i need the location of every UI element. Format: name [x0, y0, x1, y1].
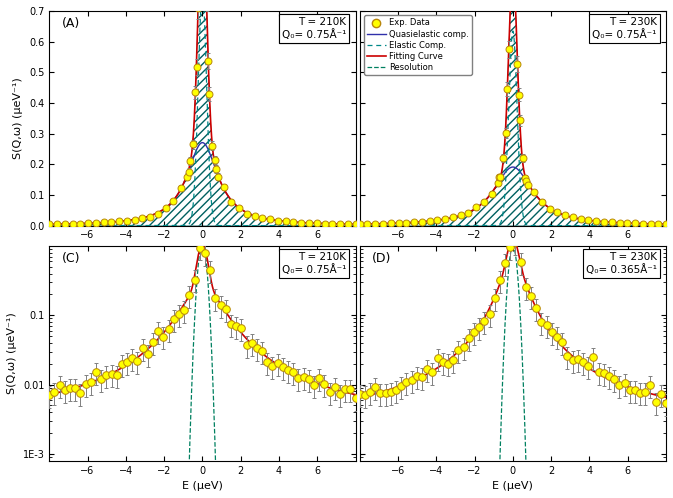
Text: T = 230K
Q₀= 0.75Å⁻¹: T = 230K Q₀= 0.75Å⁻¹ — [592, 17, 657, 40]
X-axis label: E (μeV): E (μeV) — [493, 481, 533, 491]
Text: T = 210K
Q₀= 0.75Å⁻¹: T = 210K Q₀= 0.75Å⁻¹ — [282, 252, 347, 275]
Text: (D): (D) — [372, 252, 392, 265]
Legend: Exp. Data, Quasielastic comp., Elastic Comp., Fitting Curve, Resolution: Exp. Data, Quasielastic comp., Elastic C… — [364, 15, 472, 75]
Text: T = 210K
Q₀= 0.75Å⁻¹: T = 210K Q₀= 0.75Å⁻¹ — [282, 17, 347, 40]
Text: (C): (C) — [61, 252, 80, 265]
Text: (B): (B) — [372, 17, 390, 30]
Text: T = 210K
Q₀= 0.75Å⁻¹: T = 210K Q₀= 0.75Å⁻¹ — [282, 17, 347, 40]
X-axis label: E (μeV): E (μeV) — [182, 481, 223, 491]
Y-axis label: S(Q,ω) (μeV⁻¹): S(Q,ω) (μeV⁻¹) — [13, 77, 24, 159]
Text: T = 230K
Q₀= 0.365Å⁻¹: T = 230K Q₀= 0.365Å⁻¹ — [586, 252, 657, 275]
Y-axis label: S(Q,ω) (μeV⁻¹): S(Q,ω) (μeV⁻¹) — [7, 312, 17, 394]
Text: (A): (A) — [61, 17, 79, 30]
